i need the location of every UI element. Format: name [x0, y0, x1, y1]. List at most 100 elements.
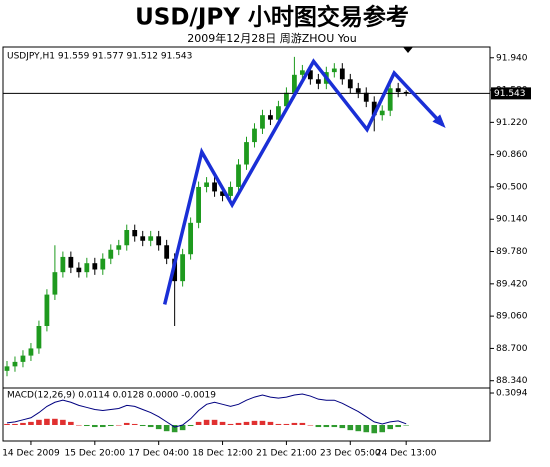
candle-body — [52, 272, 58, 295]
candle-body — [164, 245, 170, 259]
candle-body — [355, 88, 361, 93]
macd-bar — [315, 424, 322, 428]
candle-body — [28, 348, 34, 356]
macd-bar — [379, 424, 386, 433]
y-tick-label: 91.220 — [496, 118, 528, 128]
y-tick-label: 90.500 — [496, 182, 528, 192]
macd-bar — [355, 424, 362, 432]
candle-body — [307, 70, 313, 80]
y-tick-label: 90.140 — [496, 215, 528, 225]
macd-bar — [60, 419, 66, 425]
candle-body — [124, 230, 130, 246]
candle-body — [100, 258, 106, 270]
macd-bar — [4, 423, 10, 425]
candle-body — [44, 294, 50, 326]
y-tick-label: 91.940 — [496, 53, 528, 63]
title: USD/JPY 小时图交易参考 — [135, 4, 409, 31]
candle-body — [156, 236, 162, 246]
shift-marker — [403, 47, 413, 53]
macd-bar — [299, 422, 306, 425]
y-tick-label: 89.060 — [496, 312, 528, 322]
candle-body — [220, 191, 225, 196]
last-price-box — [491, 87, 531, 100]
x-tick-label: 17 Dec 04:00 — [128, 449, 189, 459]
macd-bar — [211, 419, 218, 425]
macd-bar — [131, 423, 138, 425]
candle-body — [132, 230, 138, 237]
candle-body — [371, 101, 377, 116]
candle-body — [76, 267, 82, 273]
macd-bar — [163, 424, 170, 432]
candle-body — [68, 256, 74, 268]
candle-body — [339, 68, 345, 80]
macd-bar — [68, 421, 74, 425]
candle-body — [204, 182, 209, 187]
last-price-label: 91.543 — [494, 89, 526, 99]
macd-bar — [363, 424, 370, 433]
macd-bar — [115, 424, 122, 426]
x-tick-label: 14 Dec 2009 — [2, 449, 60, 459]
macd-bar — [283, 423, 290, 425]
candle-body — [284, 92, 289, 107]
x-tick-label: 23 Dec 05:00 — [320, 449, 381, 459]
macd-info: MACD(12,26,9) 0.0114 0.0128 0.0000 -0.00… — [7, 391, 216, 401]
macd-line — [6, 393, 407, 428]
candle-body — [188, 222, 194, 255]
candle-body — [4, 366, 10, 371]
macd-bar — [227, 423, 234, 425]
macd-bar — [371, 424, 378, 434]
macd-bar — [251, 420, 258, 425]
macd-bar — [403, 424, 409, 426]
macd-bar — [339, 424, 346, 429]
candle-body — [395, 88, 401, 92]
x-tick-label: 21 Dec 21:00 — [256, 449, 317, 459]
macd-bar — [323, 424, 330, 428]
macd-bar — [12, 423, 18, 425]
macd-bar — [219, 421, 226, 425]
candle-body — [347, 79, 353, 89]
candle-body — [228, 186, 233, 196]
macd-bar — [52, 418, 58, 425]
macd-bar — [28, 421, 34, 425]
arrow-head — [432, 114, 446, 128]
candle-body — [315, 79, 321, 84]
macd-bar — [179, 424, 186, 431]
macd-bar — [387, 424, 393, 430]
macd-bar — [20, 422, 26, 425]
candle-body — [276, 106, 281, 120]
macd-bar — [203, 419, 210, 425]
y-tick-label: 0.3094 — [496, 389, 528, 399]
x-tick-label: 15 Dec 20:00 — [65, 449, 126, 459]
candle-body — [140, 236, 146, 241]
macd-bar — [155, 424, 162, 430]
candle-body — [12, 361, 18, 367]
y-tick-label: 89.780 — [496, 247, 528, 257]
macd-bar — [100, 424, 106, 428]
y-tick-label: 89.420 — [496, 279, 528, 289]
candle-body — [292, 74, 297, 93]
candle-body — [236, 164, 241, 187]
candle-body — [260, 115, 265, 129]
candle-body — [299, 70, 305, 75]
macd-bar — [195, 421, 202, 425]
macd-bar — [307, 424, 314, 426]
macd-bar — [395, 424, 401, 428]
plot-frame — [2, 46, 491, 442]
macd-bar — [147, 424, 154, 428]
candle-body — [387, 88, 393, 111]
macd-bar — [267, 421, 274, 425]
candle-body — [116, 245, 122, 250]
candle-body — [403, 91, 409, 94]
macd-bar — [171, 424, 178, 433]
macd-bar — [107, 424, 114, 427]
chart-info: USDJPY,H1 91.559 91.577 91.512 91.543 — [7, 52, 192, 62]
candle-body — [363, 92, 369, 102]
macd-bar — [347, 424, 354, 431]
y-tick-label: 90.860 — [496, 150, 528, 160]
candle-body — [20, 355, 26, 362]
zigzag-annotation — [162, 58, 445, 305]
macd-bar — [291, 422, 298, 425]
macd-bar — [123, 422, 130, 425]
